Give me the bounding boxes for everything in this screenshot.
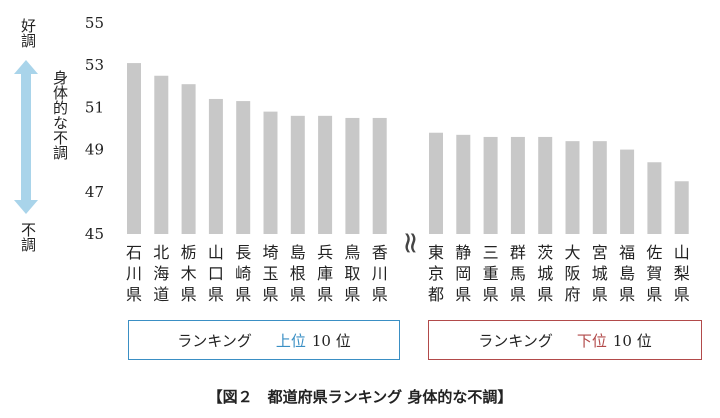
x-category-label: 長崎県 <box>235 243 251 304</box>
bottom-box-highlight: 下位 <box>576 331 607 350</box>
x-category-label: 静岡県 <box>455 243 471 304</box>
bar <box>538 136 553 234</box>
axis-break-icon: ≈ <box>393 230 428 255</box>
bottom-ranking-box: ランキング 下位 10 位 <box>428 320 702 360</box>
x-category-label: 北海道 <box>153 243 169 304</box>
x-category-label: 島根県 <box>290 243 306 304</box>
bar <box>236 101 251 234</box>
y-tick-label: 49 <box>85 141 104 159</box>
top-ranking-box: ランキング 上位 10 位 <box>128 320 400 360</box>
bar <box>345 117 360 234</box>
x-category-label: 山梨県 <box>674 243 690 304</box>
x-category-label: 茨城県 <box>537 243 553 304</box>
bar <box>208 98 223 235</box>
x-category-label: 三重県 <box>483 243 499 304</box>
y-tick-label: 47 <box>85 183 104 201</box>
x-category-label: 大阪府 <box>564 243 580 304</box>
bar <box>290 115 305 234</box>
top-box-count: 10 位 <box>311 331 351 350</box>
x-category-label: 香川県 <box>372 243 388 304</box>
y-tick-label: 53 <box>85 56 104 74</box>
y-arrow-head-up <box>14 60 38 74</box>
bottom-box-count: 10 位 <box>612 331 652 350</box>
x-category-label: 兵庫県 <box>317 243 333 304</box>
y-tick-label: 55 <box>85 14 104 32</box>
y-arrow-head-down <box>14 200 38 214</box>
x-category-label: 山口県 <box>208 243 224 304</box>
bar <box>318 115 333 234</box>
bar <box>647 162 662 234</box>
x-category-label: 埼玉県 <box>262 243 278 304</box>
top-box-highlight: 上位 <box>275 331 306 350</box>
x-category-label: 佐賀県 <box>646 243 662 304</box>
top-box-label: ランキング <box>177 331 252 350</box>
x-category-label: 東京都 <box>428 243 444 304</box>
x-category-label: 石川県 <box>126 243 142 304</box>
bar <box>456 134 471 234</box>
bar <box>127 63 141 235</box>
x-category-label: 栃木県 <box>181 243 197 304</box>
bar <box>620 149 635 234</box>
bar <box>483 136 498 234</box>
y-arrow-label: 身体的な不調 <box>51 70 69 160</box>
bar <box>263 111 278 234</box>
y-top-label: 好調 <box>19 18 37 48</box>
x-category-label: 福島県 <box>619 243 635 304</box>
y-tick-label: 51 <box>85 98 104 116</box>
y-arrow-shaft <box>21 72 31 202</box>
bar <box>592 141 607 234</box>
bar <box>510 136 525 234</box>
figure-caption: 【図２ 都道府県ランキング 身体的な不調】 <box>207 388 513 406</box>
bar <box>674 181 689 234</box>
x-category-label: 鳥取県 <box>344 243 360 304</box>
y-bottom-label: 不調 <box>19 222 37 252</box>
x-category-label: 群馬県 <box>510 243 526 304</box>
bar <box>429 132 443 234</box>
bottom-box-label: ランキング <box>478 331 553 350</box>
x-category-label: 宮城県 <box>592 243 608 304</box>
bar <box>565 141 580 234</box>
bar <box>154 75 169 234</box>
bar <box>372 117 387 234</box>
bar <box>181 84 196 234</box>
y-tick-label: 45 <box>85 225 104 243</box>
